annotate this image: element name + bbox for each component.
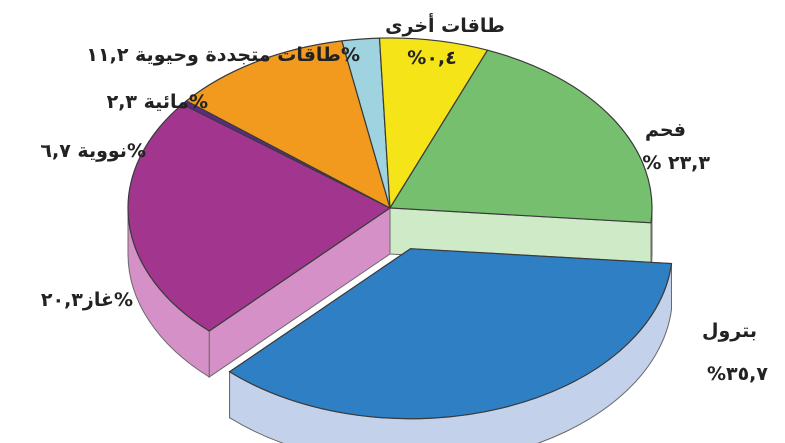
label-oil: بترول <box>702 320 757 342</box>
pie-slices <box>127 37 673 443</box>
label-hydro: مائية ٢,٣% <box>107 91 208 113</box>
slice-top-3 <box>185 40 391 210</box>
slice-3 <box>185 40 391 210</box>
slice-top-1 <box>127 103 392 332</box>
label-renewable: طاقات متجددة وحيوية ١١,٢% <box>86 44 360 66</box>
slice-top-5 <box>378 37 489 210</box>
slice-top-6 <box>388 49 653 224</box>
label-coal: فحم <box>645 119 686 141</box>
slice-5 <box>378 37 489 210</box>
slice-0 <box>228 247 673 443</box>
label-gas: غاز٢٠,٣% <box>41 289 133 311</box>
label-other: طاقات أخرى <box>385 13 505 37</box>
label-other-pct: %٠,٤ <box>407 47 456 69</box>
label-oil-pct: %٣٥,٧ <box>707 363 768 385</box>
label-nuclear: نووية ٦,٧% <box>40 140 146 162</box>
label-coal-pct: % ٢٣,٣ <box>642 152 710 174</box>
slice-top-0 <box>228 248 673 420</box>
slice-1 <box>127 103 392 378</box>
